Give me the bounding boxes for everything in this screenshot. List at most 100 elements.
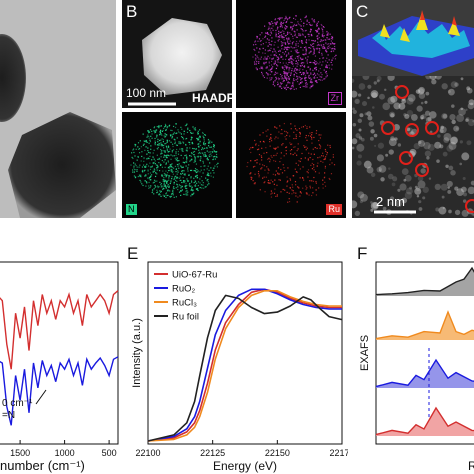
eds-dot [260, 56, 263, 58]
stem-speckle [445, 164, 449, 169]
stem-speckle [361, 137, 365, 142]
stem-speckle [358, 136, 363, 140]
eds-dot [197, 139, 199, 141]
eds-dot [265, 62, 267, 64]
eds-dot [285, 21, 287, 24]
eds-dot [275, 23, 278, 25]
eds-dot [151, 137, 153, 139]
eds-dot [175, 170, 177, 173]
eds-dot [293, 137, 295, 140]
eds-dot [193, 177, 195, 180]
stem-speckle [369, 136, 374, 141]
eds-dot [332, 47, 334, 50]
eds-dot [284, 66, 286, 68]
eds-dot [198, 138, 200, 140]
eds-dot [313, 73, 316, 75]
eds-dot [190, 189, 192, 191]
eds-dot [207, 165, 209, 167]
eds-dot [149, 152, 151, 154]
eds-dot [185, 192, 187, 194]
eds-dot [282, 22, 284, 24]
eds-dot [316, 48, 318, 50]
eds-dot [273, 160, 275, 162]
eds-dot [199, 182, 201, 184]
series-line [147, 288, 342, 442]
stem-speckle [392, 176, 398, 182]
eds-dot [284, 51, 287, 53]
eds-dot [296, 49, 298, 51]
eds-dot [138, 174, 141, 176]
eds-dot [311, 194, 313, 197]
eds-dot [162, 194, 164, 196]
eds-dot [130, 164, 132, 166]
eds-dot [262, 68, 264, 70]
eds-dot [291, 61, 293, 63]
eds-dot [263, 165, 265, 167]
eds-dot [194, 181, 197, 183]
eds-dot [285, 46, 287, 49]
stem-speckle [438, 206, 447, 215]
eds-dot [146, 163, 148, 165]
eds-dot [281, 25, 283, 27]
eds-dot [197, 155, 199, 157]
series-fill [376, 408, 474, 436]
eds-dot [263, 76, 266, 79]
eds-dot [317, 29, 319, 31]
stem-speckle [404, 174, 412, 182]
eds-dot [175, 144, 178, 146]
eds-dot [323, 47, 325, 50]
eds-dot [165, 170, 167, 172]
eds-dot [330, 40, 332, 42]
eds-dot [263, 25, 266, 27]
eds-dot [326, 65, 328, 67]
eds-dot [261, 66, 263, 68]
eds-dot [161, 134, 163, 136]
eds-dot [171, 137, 173, 139]
eds-dot [305, 84, 307, 86]
eds-dot [275, 136, 277, 138]
eds-dot [149, 140, 152, 143]
eds-dot [306, 23, 308, 25]
eds-dot [201, 187, 203, 189]
eds-dot [204, 134, 207, 136]
zr-map: Zr [236, 0, 346, 108]
eds-dot [295, 36, 298, 38]
eds-dot [132, 162, 135, 164]
eds-dot [317, 162, 319, 164]
eds-dot [149, 166, 152, 168]
eds-dot [296, 129, 298, 131]
eds-dot [186, 123, 188, 125]
eds-dot [136, 166, 138, 168]
eds-dot [299, 195, 301, 197]
eds-dot [254, 160, 256, 162]
eds-dot [185, 190, 187, 192]
eds-dot [312, 61, 314, 64]
eds-dot [208, 141, 210, 143]
eds-dot [131, 152, 133, 154]
eds-dot [154, 144, 156, 146]
eds-dot [199, 144, 202, 147]
eds-dot [162, 150, 164, 152]
eds-dot [322, 31, 324, 33]
eds-dot [176, 184, 178, 186]
eds-dot [212, 158, 214, 161]
eds-dot [187, 194, 189, 196]
eds-dot [286, 67, 288, 69]
eds-dot [191, 187, 193, 189]
eds-dot [280, 152, 282, 154]
eds-dot [302, 177, 304, 179]
eds-dot [177, 186, 179, 188]
eds-dot [142, 144, 145, 146]
eds-dot [269, 24, 271, 26]
eds-dot [173, 132, 175, 135]
eds-dot [187, 166, 189, 169]
eds-dot [178, 131, 180, 133]
stem-speckle [448, 209, 452, 214]
eds-dot [286, 191, 288, 193]
plot-frame-d [0, 261, 119, 445]
eds-dot [209, 140, 211, 142]
eds-dot [315, 181, 317, 183]
eds-dot [171, 129, 173, 132]
eds-dot [261, 159, 263, 161]
eds-dot [313, 164, 315, 166]
